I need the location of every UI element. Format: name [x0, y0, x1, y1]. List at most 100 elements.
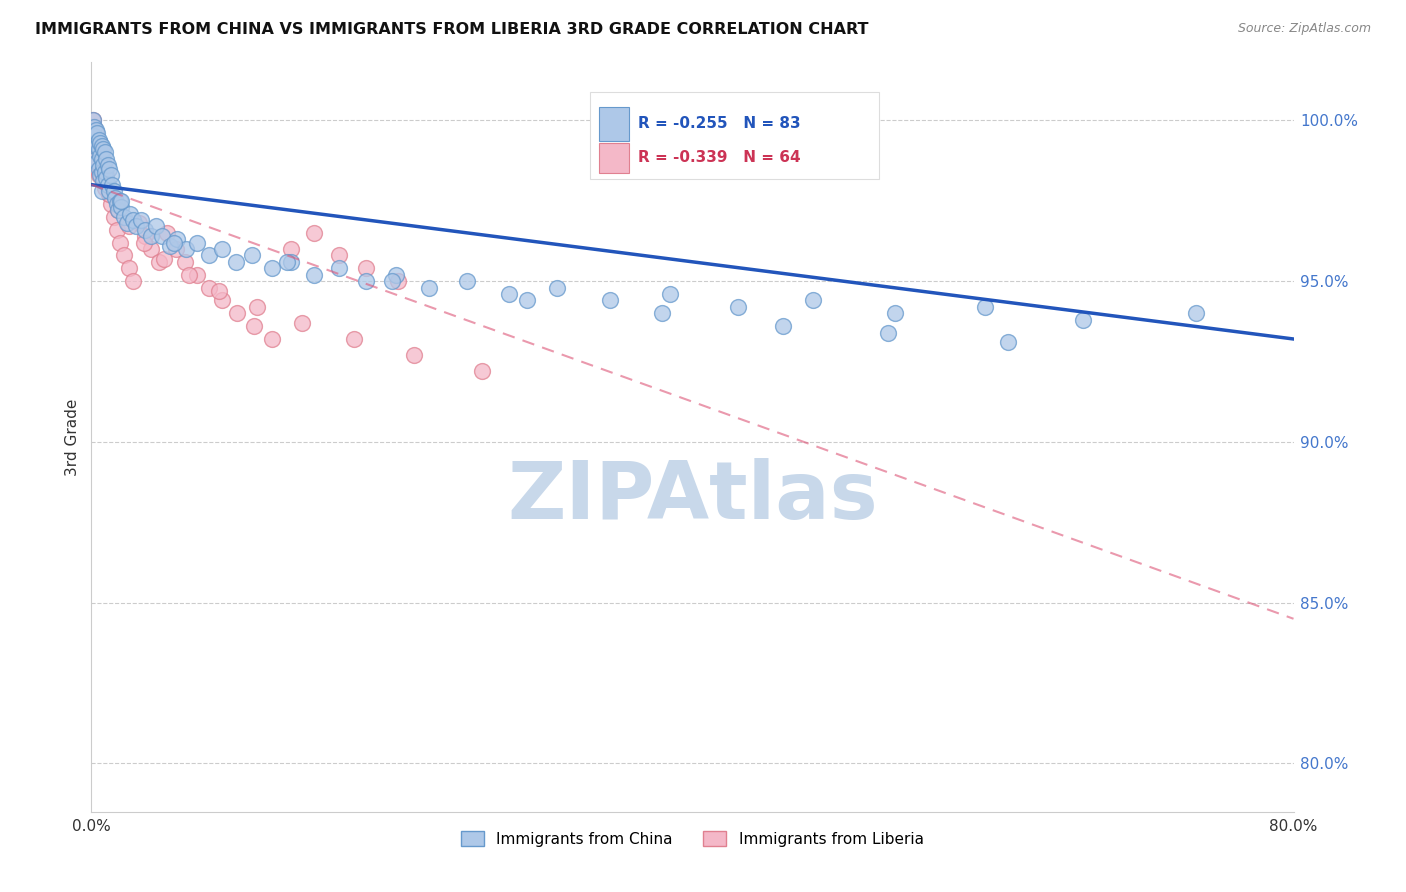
Point	[328, 248, 350, 262]
Point	[83, 129, 105, 144]
Point	[260, 261, 283, 276]
Point	[117, 216, 139, 230]
FancyBboxPatch shape	[599, 107, 628, 141]
Point	[197, 280, 219, 294]
Point	[103, 184, 125, 198]
Point	[100, 197, 122, 211]
Point	[105, 197, 128, 211]
Point	[84, 152, 107, 166]
Point	[997, 335, 1019, 350]
Text: Source: ZipAtlas.com: Source: ZipAtlas.com	[1237, 22, 1371, 36]
Point	[516, 293, 538, 308]
Point	[83, 120, 105, 134]
Point	[291, 316, 314, 330]
Point	[84, 126, 107, 140]
Point	[356, 261, 378, 276]
Point	[141, 242, 163, 256]
Point	[97, 158, 120, 172]
Point	[302, 268, 325, 282]
Point	[89, 149, 111, 163]
Point	[82, 123, 104, 137]
Point	[801, 293, 824, 308]
Point	[96, 171, 118, 186]
Point	[884, 306, 907, 320]
Point	[498, 287, 520, 301]
Point	[107, 203, 129, 218]
Point	[381, 274, 404, 288]
Point	[242, 319, 264, 334]
Point	[1071, 312, 1094, 326]
Point	[93, 171, 115, 186]
Point	[118, 261, 141, 276]
Point	[96, 168, 118, 182]
Point	[546, 280, 568, 294]
Point	[84, 123, 107, 137]
Text: R = -0.339   N = 64: R = -0.339 N = 64	[638, 150, 801, 165]
Point	[356, 274, 378, 288]
Point	[134, 229, 156, 244]
Point	[101, 178, 124, 192]
Point	[110, 200, 132, 214]
Point	[226, 306, 249, 320]
Point	[104, 190, 127, 204]
Point	[86, 126, 108, 140]
Point	[84, 136, 107, 150]
Point	[122, 274, 145, 288]
Point	[128, 216, 150, 230]
Point	[86, 161, 108, 176]
Point	[86, 133, 108, 147]
Point	[387, 274, 409, 288]
Point	[974, 300, 997, 314]
Point	[132, 235, 155, 250]
Point	[87, 136, 110, 150]
Point	[122, 213, 145, 227]
Point	[328, 261, 350, 276]
Point	[246, 300, 269, 314]
Point	[87, 161, 110, 176]
Point	[86, 139, 108, 153]
Point	[94, 161, 117, 176]
Point	[82, 113, 104, 128]
Point	[93, 158, 115, 172]
Point	[599, 293, 621, 308]
Point	[343, 332, 366, 346]
FancyBboxPatch shape	[599, 143, 628, 172]
Point	[114, 210, 136, 224]
Point	[280, 242, 302, 256]
Legend: Immigrants from China, Immigrants from Liberia: Immigrants from China, Immigrants from L…	[456, 824, 929, 853]
Point	[93, 171, 115, 186]
Point	[150, 229, 173, 244]
Point	[240, 248, 263, 262]
Text: ZIPAtlas: ZIPAtlas	[508, 458, 877, 536]
Point	[100, 168, 122, 182]
Point	[120, 206, 142, 220]
Point	[93, 174, 115, 188]
Point	[155, 226, 177, 240]
Point	[129, 213, 152, 227]
Point	[105, 222, 128, 236]
Point	[98, 187, 121, 202]
Point	[83, 145, 105, 160]
Point	[98, 161, 121, 176]
Point	[141, 229, 163, 244]
Point	[87, 152, 110, 166]
Point	[82, 113, 104, 128]
Point	[174, 242, 197, 256]
Point	[108, 235, 131, 250]
Point	[163, 235, 186, 250]
Point	[1185, 306, 1208, 320]
Point	[84, 155, 107, 169]
Point	[87, 142, 110, 156]
Point	[84, 139, 107, 153]
Point	[118, 219, 141, 234]
Point	[197, 248, 219, 262]
Point	[211, 293, 233, 308]
Point	[110, 194, 132, 208]
Point	[98, 187, 121, 202]
Point	[772, 319, 794, 334]
Point	[90, 152, 112, 166]
Point	[89, 168, 111, 182]
Point	[385, 268, 408, 282]
Point	[276, 255, 298, 269]
Point	[145, 219, 167, 234]
